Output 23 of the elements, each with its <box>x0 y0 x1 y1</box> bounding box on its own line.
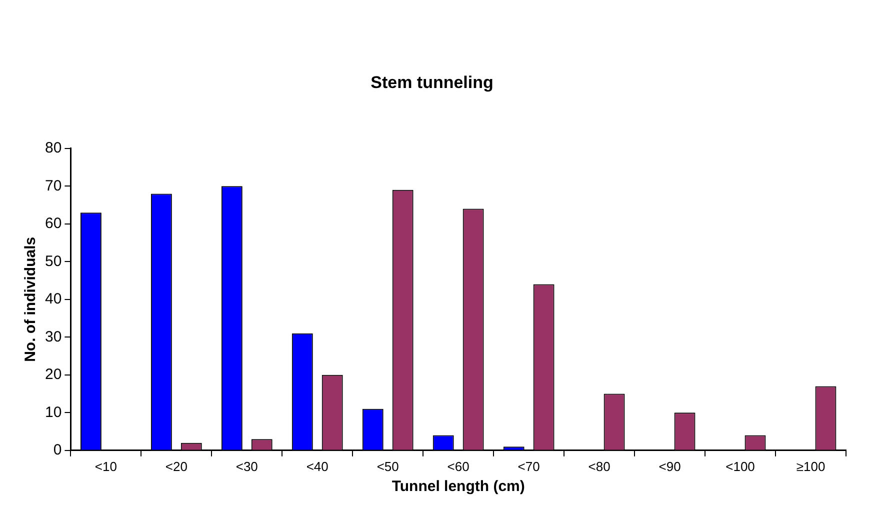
y-tick-label: 30 <box>44 328 62 346</box>
x-tick-label: ≥100 <box>796 458 826 474</box>
y-tick-label: 60 <box>44 215 62 232</box>
x-axis-title: Tunnel length (cm) <box>392 478 525 496</box>
x-tick-label: <20 <box>165 458 188 474</box>
y-tick-label: 50 <box>44 252 62 270</box>
y-tick-label: 10 <box>44 404 62 421</box>
y-axis-title: No. of individuals <box>22 236 40 362</box>
x-tick-label: <100 <box>726 458 755 474</box>
y-tick-label: 0 <box>53 442 62 459</box>
y-tick-label: 70 <box>44 177 62 194</box>
x-tick-label: <30 <box>236 458 258 474</box>
x-tick-label: <80 <box>588 458 610 474</box>
x-tick-label: <90 <box>658 458 681 474</box>
y-tick-label: 80 <box>44 140 62 157</box>
x-tick-label: <70 <box>518 458 540 474</box>
x-tick-label: <60 <box>447 458 470 474</box>
x-tick-label: <50 <box>376 458 399 474</box>
x-tick-label: <40 <box>306 458 328 474</box>
y-tick-label: 20 <box>44 366 62 384</box>
chart-title: Stem tunneling <box>370 72 494 92</box>
y-tick-label: 40 <box>44 290 62 308</box>
x-tick-label: <10 <box>94 458 117 474</box>
